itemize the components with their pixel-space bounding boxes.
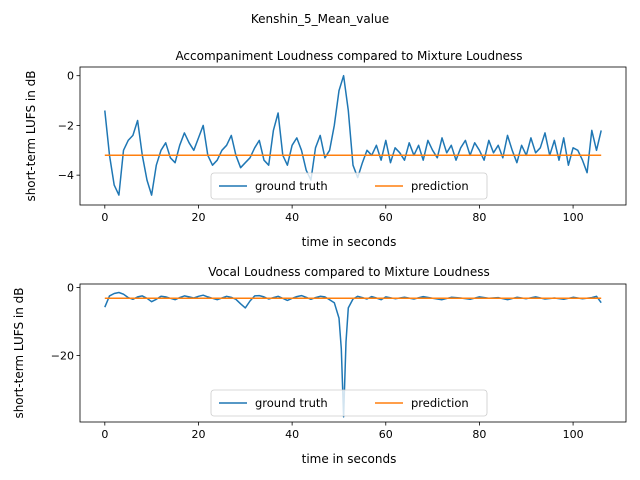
accompaniment-xtick-label: 100 <box>563 211 584 224</box>
accompaniment-xtick-label: 40 <box>285 211 299 224</box>
vocal-ytick-label: 0 <box>67 281 74 294</box>
accompaniment-tick-layer: 0 20 40 60 80 100 −4 −2 0 <box>58 70 584 224</box>
vocal-legend: ground truth prediction <box>210 389 488 417</box>
vocal-xtick-label: 0 <box>101 428 108 441</box>
vocal-chart: Vocal Loudness compared to Mixture Loudn… <box>12 265 627 466</box>
vocal-tick-layer: 0 20 40 60 80 100 −20 0 <box>51 281 584 441</box>
vocal-xtick-label: 20 <box>191 428 205 441</box>
vocal-xtick-label: 100 <box>563 428 584 441</box>
vocal-axes-frame <box>79 283 627 423</box>
accompaniment-ytick-label: 0 <box>67 70 74 83</box>
vocal-legend-label-1: prediction <box>411 396 469 410</box>
accompaniment-legend: ground truth prediction <box>210 172 488 200</box>
accompaniment-series-0-line <box>104 74 602 196</box>
accompaniment-legend-box <box>210 172 488 200</box>
vocal-ytick-label: −20 <box>51 350 74 363</box>
accompaniment-chart: Accompaniment Loudness compared to Mixtu… <box>24 49 627 249</box>
vocal-legend-label-0: ground truth <box>255 396 328 410</box>
accompaniment-xtick-label: 20 <box>191 211 205 224</box>
figure-suptitle: Kenshin_5_Mean_value <box>251 12 389 26</box>
accompaniment-series-layer <box>104 74 602 196</box>
vocal-series-layer <box>104 291 602 418</box>
accompaniment-legend-label-0: ground truth <box>255 179 328 193</box>
accompaniment-xlabel: time in seconds <box>302 235 397 249</box>
accompaniment-ylabel: short-term LUFS in dB <box>24 70 38 201</box>
accompaniment-xtick-label: 60 <box>379 211 393 224</box>
accompaniment-legend-label-1: prediction <box>411 179 469 193</box>
vocal-xtick-label: 60 <box>379 428 393 441</box>
accompaniment-axes-frame <box>79 66 627 206</box>
vocal-xtick-label: 40 <box>285 428 299 441</box>
accompaniment-ytick-label: −4 <box>58 169 74 182</box>
vocal-chart-title: Vocal Loudness compared to Mixture Loudn… <box>208 265 490 279</box>
vocal-ylabel: short-term LUFS in dB <box>12 287 26 418</box>
accompaniment-xtick-label: 80 <box>472 211 486 224</box>
accompaniment-chart-title: Accompaniment Loudness compared to Mixtu… <box>175 49 522 63</box>
accompaniment-xtick-label: 0 <box>101 211 108 224</box>
vocal-xtick-label: 80 <box>472 428 486 441</box>
accompaniment-ytick-label: −2 <box>58 119 74 132</box>
vocal-xlabel: time in seconds <box>302 452 397 466</box>
vocal-legend-box <box>210 389 488 417</box>
